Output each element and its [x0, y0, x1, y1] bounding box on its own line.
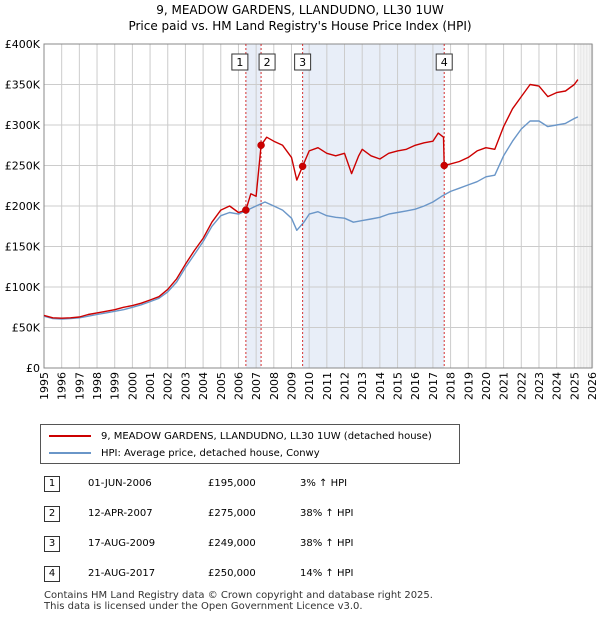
sale-date: 17-AUG-2009: [88, 538, 156, 549]
x-tick-label: 1998: [91, 372, 104, 400]
x-tick-label: 2001: [144, 372, 157, 400]
x-tick-label: 2008: [268, 372, 281, 400]
footer-copyright: Contains HM Land Registry data © Crown c…: [44, 590, 433, 601]
footer: Contains HM Land Registry data © Crown c…: [44, 590, 433, 612]
sale-number-badge: 1: [44, 476, 60, 492]
y-tick-label: £250K: [5, 160, 41, 173]
y-tick-label: £350K: [5, 79, 41, 92]
legend-item-hpi: HPI: Average price, detached house, Conw…: [49, 445, 320, 461]
sale-number-badge: 2: [44, 506, 60, 522]
chart-legend: 9, MEADOW GARDENS, LLANDUDNO, LL30 1UW (…: [40, 424, 460, 464]
sale-date: 21-AUG-2017: [88, 568, 156, 579]
x-tick-label: 2004: [197, 372, 210, 400]
sale-hpi-change: 14% ↑ HPI: [300, 568, 354, 579]
sale-price: £249,000: [208, 538, 256, 549]
sale-hpi-change: 38% ↑ HPI: [300, 508, 354, 519]
plot-frame: [43, 43, 593, 369]
x-tick-label: 1999: [109, 372, 122, 400]
sale-point: [257, 141, 265, 149]
legend-swatch-property: [49, 435, 91, 437]
legend-label-property: 9, MEADOW GARDENS, LLANDUDNO, LL30 1UW (…: [101, 430, 432, 442]
x-tick-label: 1997: [73, 372, 86, 400]
chart-title-line1: 9, MEADOW GARDENS, LLANDUDNO, LL30 1UW: [156, 3, 444, 17]
x-tick-label: 2002: [162, 372, 175, 400]
footer-licence: This data is licensed under the Open Gov…: [44, 601, 363, 612]
property-price-line: [43, 79, 579, 319]
x-tick-label: 2013: [356, 372, 369, 400]
x-tick-label: 2009: [285, 372, 298, 400]
sale-date: 12-APR-2007: [88, 508, 153, 519]
y-tick-label: £300K: [5, 119, 41, 132]
sale-hpi-change: 3% ↑ HPI: [300, 478, 348, 489]
y-tick-label: £50K: [12, 322, 41, 335]
x-tick-label: 1995: [38, 372, 51, 400]
x-tick-label: 2023: [533, 372, 546, 400]
legend-item-property: 9, MEADOW GARDENS, LLANDUDNO, LL30 1UW (…: [49, 428, 432, 444]
sale-label-number: 4: [441, 56, 448, 69]
x-tick-label: 2024: [551, 372, 564, 400]
x-tick-label: 2003: [179, 372, 192, 400]
x-tick-label: 2005: [215, 372, 228, 400]
price-chart: £0 £50K £100K £150K £200K £250K £300K £350K £400…: [5, 38, 599, 400]
x-tick-label: 2006: [232, 372, 245, 400]
x-tick-label: 2017: [427, 372, 440, 400]
y-tick-label: £0: [26, 362, 40, 375]
sale-date: 01-JUN-2006: [88, 478, 152, 489]
x-tick-label: 2010: [303, 372, 316, 400]
sale-label-box: [294, 53, 312, 71]
x-tick-label: 2018: [445, 372, 458, 400]
y-tick-label: £400K: [5, 38, 41, 51]
x-tick-label: 2007: [250, 372, 263, 400]
x-tick-label: 1996: [56, 372, 69, 400]
sale-point: [242, 206, 250, 214]
x-tick-label: 2011: [321, 372, 334, 400]
x-tick-label: 2015: [392, 372, 405, 400]
sale-price: £195,000: [208, 478, 256, 489]
x-tick-label: 2019: [462, 372, 475, 400]
legend-label-hpi: HPI: Average price, detached house, Conw…: [101, 447, 320, 459]
x-tick-label: 2020: [480, 372, 493, 400]
sale-label-number: 2: [264, 56, 271, 69]
y-tick-label: £150K: [5, 241, 41, 254]
sale-label-box: [231, 53, 249, 71]
x-tick-label: 2026: [586, 372, 599, 400]
sale-price: £275,000: [208, 508, 256, 519]
sale-number-badge: 3: [44, 536, 60, 552]
table-row: 1 01-JUN-2006 £195,000 3% ↑ HPI: [44, 474, 404, 494]
y-tick-label: £200K: [5, 200, 41, 213]
table-row: 4 21-AUG-2017 £250,000 14% ↑ HPI: [44, 564, 404, 584]
hpi-line: [43, 116, 579, 320]
x-tick-label: 2000: [126, 372, 139, 400]
legend-swatch-hpi: [49, 452, 91, 454]
y-tick-label: £100K: [5, 281, 41, 294]
x-tick-label: 2021: [498, 372, 511, 400]
x-tick-label: 2016: [409, 372, 422, 400]
table-row: 3 17-AUG-2009 £249,000 38% ↑ HPI: [44, 534, 404, 554]
table-row: 2 12-APR-2007 £275,000 38% ↑ HPI: [44, 504, 404, 524]
sale-label-box: [435, 53, 453, 71]
x-tick-label: 2014: [374, 372, 387, 400]
x-tick-label: 2025: [568, 372, 581, 400]
sale-price: £250,000: [208, 568, 256, 579]
sale-label-box: [258, 53, 276, 71]
x-tick-label: 2022: [515, 372, 528, 400]
x-tick-label: 2012: [339, 372, 352, 400]
sale-point: [440, 161, 448, 170]
sale-label-number: 3: [299, 56, 306, 69]
sale-label-number: 1: [236, 56, 243, 69]
sale-hpi-change: 38% ↑ HPI: [300, 538, 354, 549]
chart-title-line2: Price paid vs. HM Land Registry's House …: [128, 19, 472, 33]
sale-number-badge: 4: [44, 566, 60, 582]
sale-point: [298, 162, 307, 171]
